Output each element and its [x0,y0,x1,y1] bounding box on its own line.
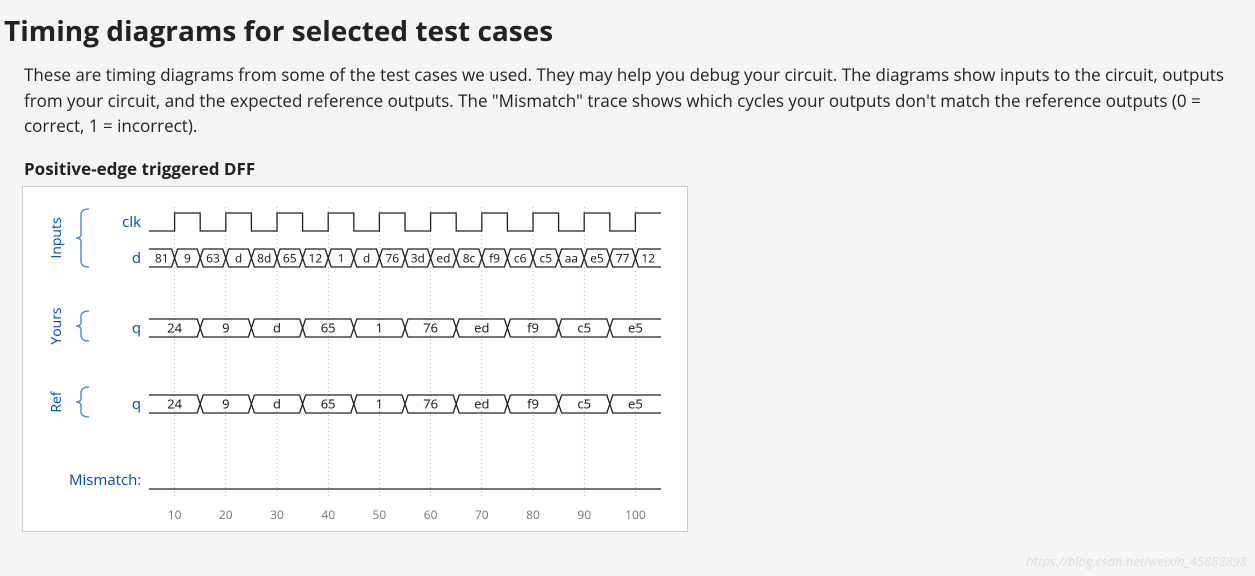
bus-value: 65 [321,318,336,336]
bus-value: e5 [628,318,643,336]
bus-value: 24 [167,394,182,412]
bus-value: c5 [539,249,552,266]
bus-value: 12 [309,249,323,266]
bus-value: d [273,318,281,336]
time-axis-tick: 90 [577,506,591,523]
bus-value: c5 [577,318,591,336]
group-label: Inputs [47,217,66,259]
bus-value: c5 [577,394,591,412]
mismatch-label: Mismatch: [69,470,141,490]
timing-diagram-svg: 102030405060708090100InputsYoursRefclkd8… [29,199,679,529]
bus-value: 3d [411,249,425,266]
time-axis-tick: 60 [424,506,438,523]
bus-value: ed [474,318,489,336]
time-axis-tick: 70 [475,506,489,523]
bus-value: f9 [527,394,539,412]
bus-value: aa [565,249,578,266]
group-label: Ref [47,390,66,413]
signal-label: clk [122,212,141,232]
bus-value: 63 [206,249,220,266]
bus-value: f9 [527,318,539,336]
bus-value: 8c [463,249,476,266]
clock-waveform [149,213,661,231]
time-axis-tick: 50 [373,506,387,523]
signal-label: q [132,394,141,414]
group-bracket [76,209,89,267]
bus-value: 81 [155,249,169,266]
bus-value: d [235,249,242,266]
bus-value: 9 [184,249,191,266]
time-axis-tick: 10 [168,506,182,523]
bus-value: 76 [423,318,438,336]
bus-value: ed [474,394,489,412]
diagram-subtitle: Positive-edge triggered DFF [24,157,1255,180]
bus-value: 24 [167,318,182,336]
bus-value: 76 [423,394,438,412]
signal-label: q [132,318,141,338]
bus-value: c6 [514,249,527,266]
bus-value: 65 [321,394,336,412]
bus-value: d [273,394,281,412]
bus-value: ed [436,249,450,266]
bus-value: 76 [385,249,399,266]
bus-value: 65 [283,249,297,266]
bus-value: 12 [641,249,655,266]
time-axis-tick: 100 [625,506,646,523]
bus-value: 8d [257,249,271,266]
page-title: Timing diagrams for selected test cases [4,12,1255,50]
time-axis-tick: 80 [526,506,540,523]
bus-value: f9 [489,249,500,266]
bus-value: 77 [616,249,630,266]
description-text: These are timing diagrams from some of t… [24,62,1231,139]
group-bracket [76,311,89,341]
bus-value: d [363,249,370,266]
signal-label: d [132,248,141,268]
time-axis-tick: 20 [219,506,233,523]
time-axis-tick: 40 [321,506,335,523]
bus-value: e5 [590,249,604,266]
bus-waveform-bot [149,258,661,267]
watermark-text: https://blog.csdn.net/weixin_45888898 [1026,552,1247,570]
time-axis-tick: 30 [270,506,284,523]
bus-value: 9 [222,394,229,412]
bus-value: e5 [628,394,643,412]
timing-diagram-container: 102030405060708090100InputsYoursRefclkd8… [22,186,688,532]
group-bracket [76,387,89,417]
bus-value: 1 [338,249,345,266]
bus-value: 1 [376,318,383,336]
bus-value: 1 [376,394,383,412]
bus-value: 9 [222,318,229,336]
group-label: Yours [47,307,66,345]
